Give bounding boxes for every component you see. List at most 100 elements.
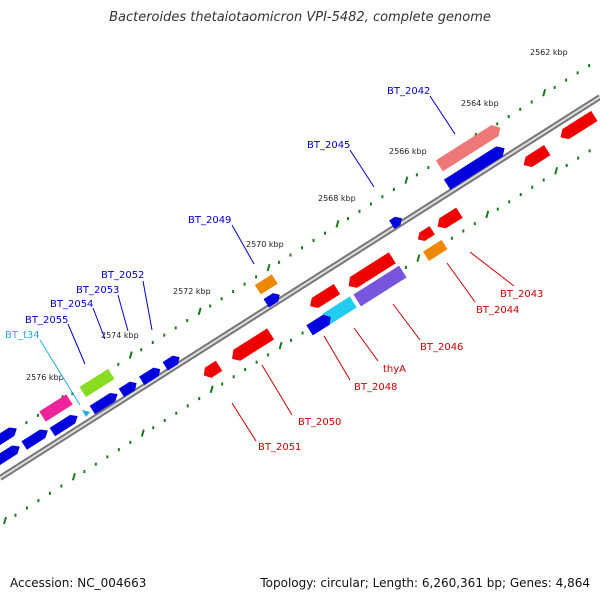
gene-bt2049b-arrow[interactable] <box>263 293 279 308</box>
tick-major <box>128 351 133 359</box>
callout-line <box>231 402 257 442</box>
gene-arrow-head <box>560 129 569 140</box>
genome-summary-text: Topology: circular; Length: 6,260,361 bp… <box>260 576 590 590</box>
gene-bt2055-box[interactable] <box>79 368 115 398</box>
kbp-label: 2562 kbp <box>530 48 568 57</box>
map-title: Bacteroides thetaiotaomicron VPI-5482, c… <box>109 10 491 25</box>
kbp-label: 2576 kbp <box>26 373 64 382</box>
tick-major <box>485 210 490 219</box>
gene-arrow-head <box>203 367 212 378</box>
gene-forward-arrow[interactable] <box>49 414 76 437</box>
gene-arrow-head <box>153 367 161 377</box>
gene-bt2051-arrow[interactable] <box>204 360 223 378</box>
gene-label-bt2050[interactable]: BT_2050 <box>298 417 341 428</box>
tick-row-inner <box>3 149 591 525</box>
reverse-genes <box>203 110 598 378</box>
gene-arrow-head <box>69 414 78 424</box>
gene-arrow-head <box>40 429 48 438</box>
callout-line <box>67 323 86 365</box>
gene-forward-arrow[interactable] <box>0 427 15 448</box>
gene-label-bt-t34[interactable]: BT_t34 <box>5 330 40 341</box>
gene-label-bt2048[interactable]: BT_2048 <box>354 382 397 393</box>
forward-genes <box>0 125 505 466</box>
tick-major <box>416 254 421 262</box>
gene-pink-box[interactable] <box>39 394 73 422</box>
tick-major <box>140 429 145 437</box>
gene-bt2053-arrow[interactable] <box>139 367 159 386</box>
gene-bt-t34-trna-arrow[interactable] <box>82 410 90 417</box>
gene-bt2055b-arrow[interactable] <box>89 392 116 415</box>
tick-major <box>554 166 559 175</box>
gene-arrow-head <box>523 156 532 167</box>
gene-bt2050-arrow[interactable] <box>233 328 275 361</box>
callout-line <box>142 280 153 331</box>
gene-label-bt2046[interactable]: BT_2046 <box>420 342 463 353</box>
gene-bt2048-arrow[interactable] <box>306 314 330 336</box>
gene-bt2054-arrow[interactable] <box>118 381 136 398</box>
gene-bt2052-arrow[interactable] <box>162 355 179 371</box>
gene-arrow-head <box>232 349 241 361</box>
gene-arrow-head <box>9 427 17 436</box>
gene-label-bt2055[interactable]: BT_2055 <box>25 315 68 326</box>
gene-bt2043-arrow[interactable] <box>439 207 463 229</box>
gene-label-bt2051[interactable]: BT_2051 <box>258 442 301 453</box>
callout-line <box>323 335 351 381</box>
tick-major <box>71 473 76 481</box>
gene-label-bt2042[interactable]: BT_2042 <box>387 86 430 97</box>
callout-line <box>39 339 81 406</box>
gene-arrow-head <box>496 146 505 157</box>
gene-label-bt2054[interactable]: BT_2054 <box>50 299 93 310</box>
gene-reverse-arrow[interactable] <box>311 283 341 309</box>
gene-bt2044-box[interactable] <box>423 239 448 261</box>
gene-arrow-head <box>491 125 501 136</box>
gene-forward-arrow[interactable] <box>0 445 18 466</box>
gene-label-bt2052[interactable]: BT_2052 <box>101 270 144 281</box>
gene-arrow-head <box>109 392 118 402</box>
callout-line <box>392 303 421 341</box>
tick-major <box>404 176 409 184</box>
callout-line <box>429 95 456 135</box>
callout-line <box>231 224 255 265</box>
tick-major <box>278 341 283 350</box>
tick-major <box>197 307 202 316</box>
gene-arrow-head <box>272 293 280 302</box>
callout-line <box>261 364 293 416</box>
callout-line <box>117 294 129 332</box>
gene-thya-box[interactable] <box>322 296 357 325</box>
kbp-label: 2570 kbp <box>246 240 284 249</box>
gene-arrow-head <box>129 381 137 391</box>
gene-arrow-head <box>172 355 180 365</box>
kbp-label: 2572 kbp <box>173 287 211 296</box>
gene-label-bt2044[interactable]: BT_2044 <box>476 305 519 316</box>
callout-line <box>92 307 106 340</box>
gene-label-bt2043[interactable]: BT_2043 <box>500 289 543 300</box>
gene-arrow-head <box>417 232 425 241</box>
gene-labels: BT_2042 BT_2045 BT_2049 BT_2052 BT_2053 … <box>5 86 543 453</box>
gene-bt2043b-arrow[interactable] <box>419 226 435 241</box>
tick-major <box>3 516 7 525</box>
callout-line <box>353 327 379 362</box>
gene-label-bt2045[interactable]: BT_2045 <box>307 140 350 151</box>
gene-reverse-arrow[interactable] <box>349 252 396 288</box>
gene-forward-arrow[interactable] <box>21 429 46 450</box>
gene-bt2049-box[interactable] <box>254 274 278 295</box>
tick-major <box>209 385 214 394</box>
gene-label-bt2053[interactable]: BT_2053 <box>76 285 119 296</box>
gene-bt2042-arrow[interactable] <box>435 125 499 172</box>
gene-reverse-arrow[interactable] <box>562 110 598 140</box>
gene-arrow-head <box>437 218 446 229</box>
callout-line <box>469 251 515 287</box>
gene-arrow-head <box>348 276 357 288</box>
gene-bt2046-box[interactable] <box>353 265 407 307</box>
genome-backbone-highlight <box>0 96 600 479</box>
kbp-labels: 2562 kbp 2564 kbp 2566 kbp 2568 kbp 2570… <box>26 48 568 382</box>
gene-bt2041-arrow[interactable] <box>443 146 503 190</box>
gene-label-bt2049[interactable]: BT_2049 <box>188 215 231 226</box>
gene-reverse-arrow[interactable] <box>525 145 551 167</box>
tick-major <box>335 220 340 228</box>
kbp-label: 2568 kbp <box>318 194 356 203</box>
callout-line <box>349 149 375 188</box>
gene-label-thya[interactable]: thyA <box>383 364 406 375</box>
gene-bt2045-arrow[interactable] <box>389 216 401 229</box>
